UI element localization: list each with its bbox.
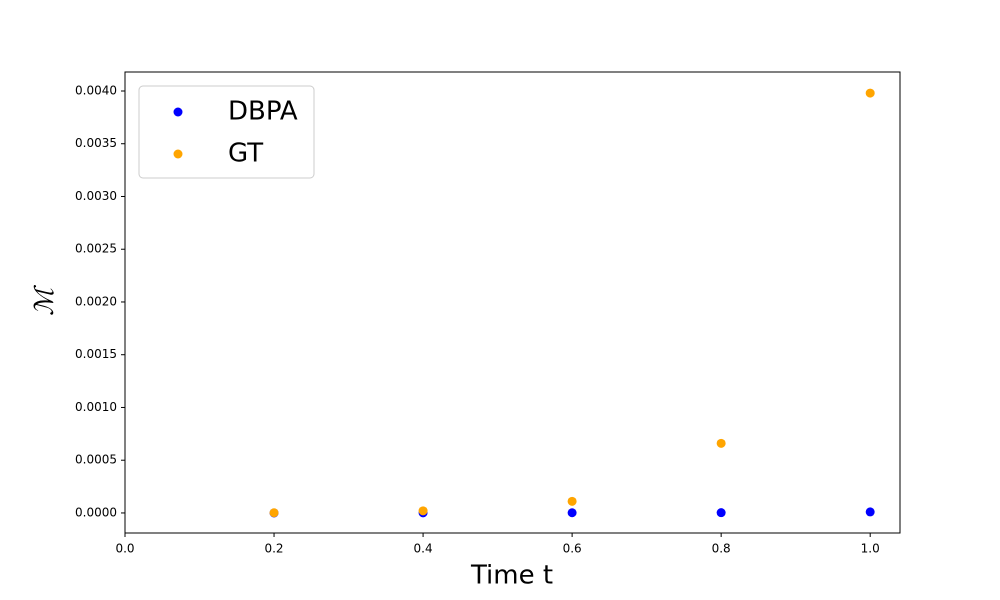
y-tick-label: 0.0000 — [75, 505, 117, 519]
data-point — [716, 438, 726, 448]
plot-frame — [124, 71, 901, 534]
legend-label: GT — [228, 139, 263, 169]
y-tick-label: 0.0035 — [75, 136, 117, 150]
y-tick-label: 0.0005 — [75, 453, 117, 467]
data-point — [567, 496, 577, 506]
data-point — [269, 508, 279, 518]
data-point — [865, 507, 875, 517]
data-point — [418, 506, 428, 516]
x-tick-label: 0.4 — [414, 542, 433, 556]
legend-label: DBPA — [228, 97, 298, 127]
y-tick-label: 0.0010 — [75, 400, 117, 414]
y-tick-label: 0.0030 — [75, 189, 117, 203]
y-tick-label: 0.0020 — [75, 294, 117, 308]
data-point — [716, 508, 726, 518]
legend-marker — [173, 149, 183, 159]
legend-marker — [173, 107, 183, 117]
legend-box — [138, 85, 315, 179]
x-tick-label: 0.8 — [712, 542, 731, 556]
y-tick-label: 0.0040 — [75, 83, 117, 97]
x-tick-label: 1.0 — [861, 542, 880, 556]
x-tick-label: 0.2 — [264, 542, 283, 556]
x-tick-label: 0.0 — [115, 542, 134, 556]
y-tick-label: 0.0025 — [75, 242, 117, 256]
x-axis-label: Time t — [470, 561, 553, 591]
x-tick-label: 0.6 — [563, 542, 582, 556]
data-point — [567, 508, 577, 518]
data-point — [865, 88, 875, 98]
y-tick-label: 0.0015 — [75, 347, 117, 361]
y-axis-label: ℳ — [30, 285, 60, 316]
